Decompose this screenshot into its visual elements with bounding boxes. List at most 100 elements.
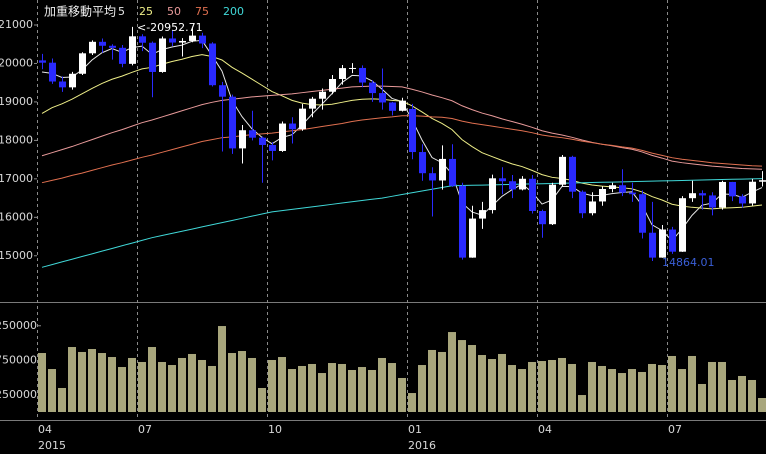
volume-bar	[308, 363, 316, 412]
volume-bar	[478, 355, 486, 412]
x-tick-label: 01	[408, 423, 422, 436]
volume-bar	[458, 340, 466, 412]
candle-body	[189, 35, 196, 41]
volume-bar	[228, 353, 236, 412]
candle-body	[719, 181, 726, 208]
volume-bar	[48, 369, 56, 412]
volume-bar	[558, 357, 566, 412]
y-tick-label: 17000	[0, 172, 33, 185]
volume-bar	[68, 347, 76, 412]
moving-average-line	[41, 85, 763, 170]
volume-bar	[378, 357, 386, 412]
candle-body	[519, 178, 526, 190]
volume-bar	[688, 355, 696, 412]
volume-bar	[288, 369, 296, 412]
candle-body	[259, 137, 266, 145]
volume-bar	[368, 369, 376, 412]
volume-bar	[758, 397, 766, 412]
volume-bar	[298, 365, 306, 412]
candle-body	[459, 185, 466, 258]
candle-body	[69, 73, 76, 88]
candle-body	[749, 181, 756, 204]
volume-bar	[338, 363, 346, 412]
x-tick-label: 10	[268, 423, 282, 436]
candle-body	[389, 102, 396, 111]
volume-bar	[348, 369, 356, 412]
candle-body	[699, 193, 706, 196]
candle-body	[669, 229, 676, 252]
y-tick-label: 750000	[0, 353, 37, 366]
volume-bar	[448, 332, 456, 412]
candle-body	[119, 47, 126, 64]
candle-body	[109, 45, 116, 48]
volume-bar	[728, 379, 736, 412]
annotation: <-20952.71	[137, 21, 203, 34]
x-tick-label: 07	[138, 423, 152, 436]
volume-bar	[718, 361, 726, 412]
volume-bar	[748, 379, 756, 412]
candle-body	[169, 38, 176, 43]
y-tick-label: 15000	[0, 249, 33, 262]
volume-bar	[488, 359, 496, 412]
candle-body	[729, 181, 736, 197]
candle-body	[439, 158, 446, 181]
candle-body	[609, 185, 616, 189]
volume-bar	[668, 355, 676, 412]
volume-bar	[608, 369, 616, 412]
volume-bar	[198, 359, 206, 412]
volume-bar	[88, 349, 96, 412]
volume-bar	[738, 375, 746, 412]
candle-body	[129, 36, 136, 64]
candle-body	[739, 196, 746, 204]
volume-bar	[528, 361, 536, 412]
volume-bar	[188, 353, 196, 412]
candle-body	[349, 67, 356, 69]
volume-bar	[58, 387, 66, 412]
x-tick-label: 04	[538, 423, 552, 436]
volume-bar	[628, 369, 636, 412]
y-tick-label: 1250000	[0, 319, 37, 332]
volume-bar	[108, 357, 116, 412]
candle-body	[409, 108, 416, 153]
volume-bar	[568, 363, 576, 412]
candle-body	[159, 38, 166, 72]
y-tick-label: 19000	[0, 95, 33, 108]
volume-bar	[358, 367, 366, 412]
volume-bar	[648, 363, 656, 412]
candle-body	[79, 53, 86, 74]
legend-label: 5	[118, 5, 125, 18]
candle-body	[479, 210, 486, 219]
candle-body	[499, 178, 506, 182]
candle-body	[489, 178, 496, 211]
volume-bar	[638, 371, 646, 412]
candle-body	[219, 85, 226, 97]
candle-body	[279, 123, 286, 151]
y-tick-label: 250000	[0, 388, 37, 401]
candle-body	[369, 82, 376, 94]
candle-body	[759, 180, 766, 182]
volume-bar	[98, 353, 106, 412]
volume-bar	[698, 383, 706, 412]
volume-bar	[508, 365, 516, 412]
annotation: 14864.01	[662, 256, 715, 269]
candle-body	[419, 152, 426, 174]
candle-body	[659, 229, 666, 258]
candle-body	[559, 156, 566, 185]
volume-bar	[428, 349, 436, 412]
volume-bar	[588, 361, 596, 412]
candle-body	[199, 35, 206, 44]
candle-body	[689, 193, 696, 199]
volume-bar	[408, 393, 416, 412]
y-tick-label: 18000	[0, 133, 33, 146]
candle-body	[209, 43, 216, 86]
volume-bar	[498, 353, 506, 412]
candle-body	[49, 62, 56, 82]
candle-body	[569, 156, 576, 192]
volume-bar	[578, 395, 586, 412]
volume-bar	[438, 351, 446, 412]
legend-label: 200	[223, 5, 244, 18]
volume-bar	[678, 369, 686, 412]
candle-body	[429, 173, 436, 181]
